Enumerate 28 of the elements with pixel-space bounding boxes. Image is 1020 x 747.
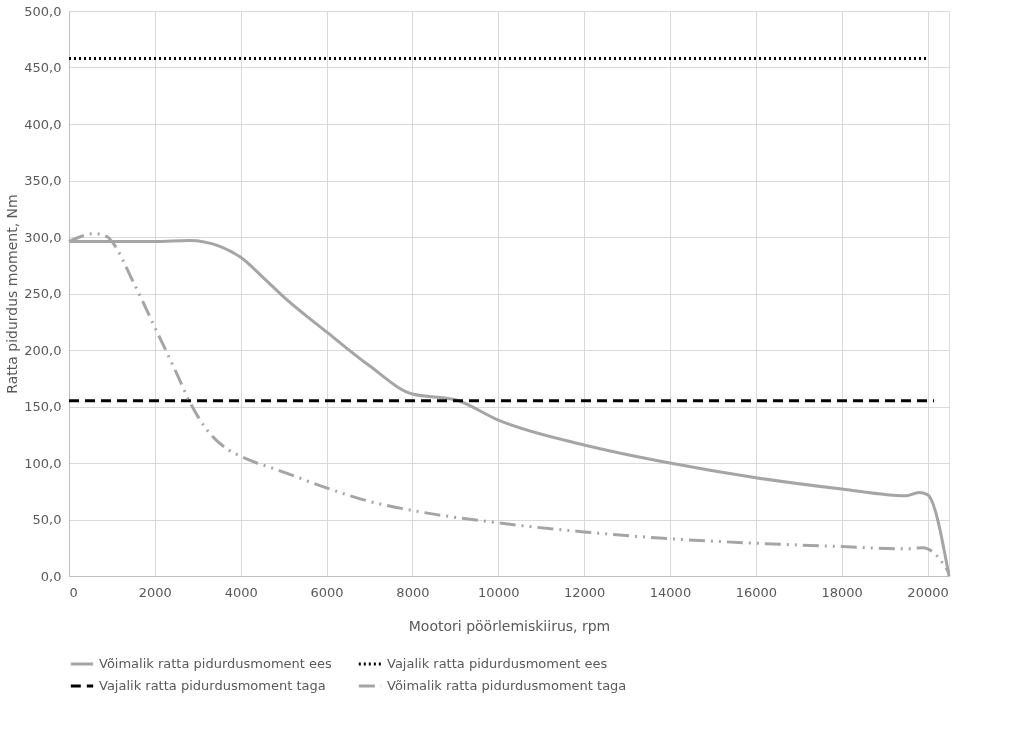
x-tick-label: 10000 [478, 584, 520, 600]
y-tick-label: 450,0 [24, 60, 62, 75]
y-tick-label: 500,0 [24, 3, 62, 19]
x-tick-label: 6000 [310, 584, 344, 600]
x-tick-label: 0 [69, 584, 78, 600]
y-tick-label: 150,0 [24, 399, 62, 414]
x-axis-title: Mootori pöörlemiskiirus, rpm [408, 617, 611, 634]
legend-label: Võimalik ratta pidurdusmoment ees [99, 656, 333, 671]
legend-label: Võimalik ratta pidurdusmoment taga [387, 678, 627, 693]
x-tick-label: 18000 [821, 584, 863, 600]
y-tick-label: 300,0 [24, 229, 62, 245]
legend-label: Vajalik ratta pidurdusmoment ees [387, 656, 608, 671]
x-tick-label: 14000 [649, 584, 692, 600]
x-tick-label: 4000 [224, 584, 258, 600]
x-tick-label: 12000 [563, 584, 606, 600]
y-tick-label: 0,0 [40, 568, 62, 584]
x-tick-label: 20000 [907, 584, 949, 600]
y-tick-label: 100,0 [24, 455, 62, 471]
y-tick-label: 350,0 [24, 173, 62, 188]
x-tick-label: 2000 [138, 584, 172, 600]
y-tick-label: 50,0 [32, 512, 62, 527]
x-tick-label: 16000 [735, 584, 778, 600]
y-axis-title: Ratta pidurdus moment, Nm [4, 194, 21, 394]
legend-label: Vajalik ratta pidurdusmoment taga [99, 678, 326, 693]
x-tick-label: 8000 [396, 584, 430, 600]
y-tick-label: 250,0 [24, 286, 62, 301]
y-tick-label: 200,0 [24, 342, 62, 358]
y-tick-label: 400,0 [24, 116, 62, 132]
